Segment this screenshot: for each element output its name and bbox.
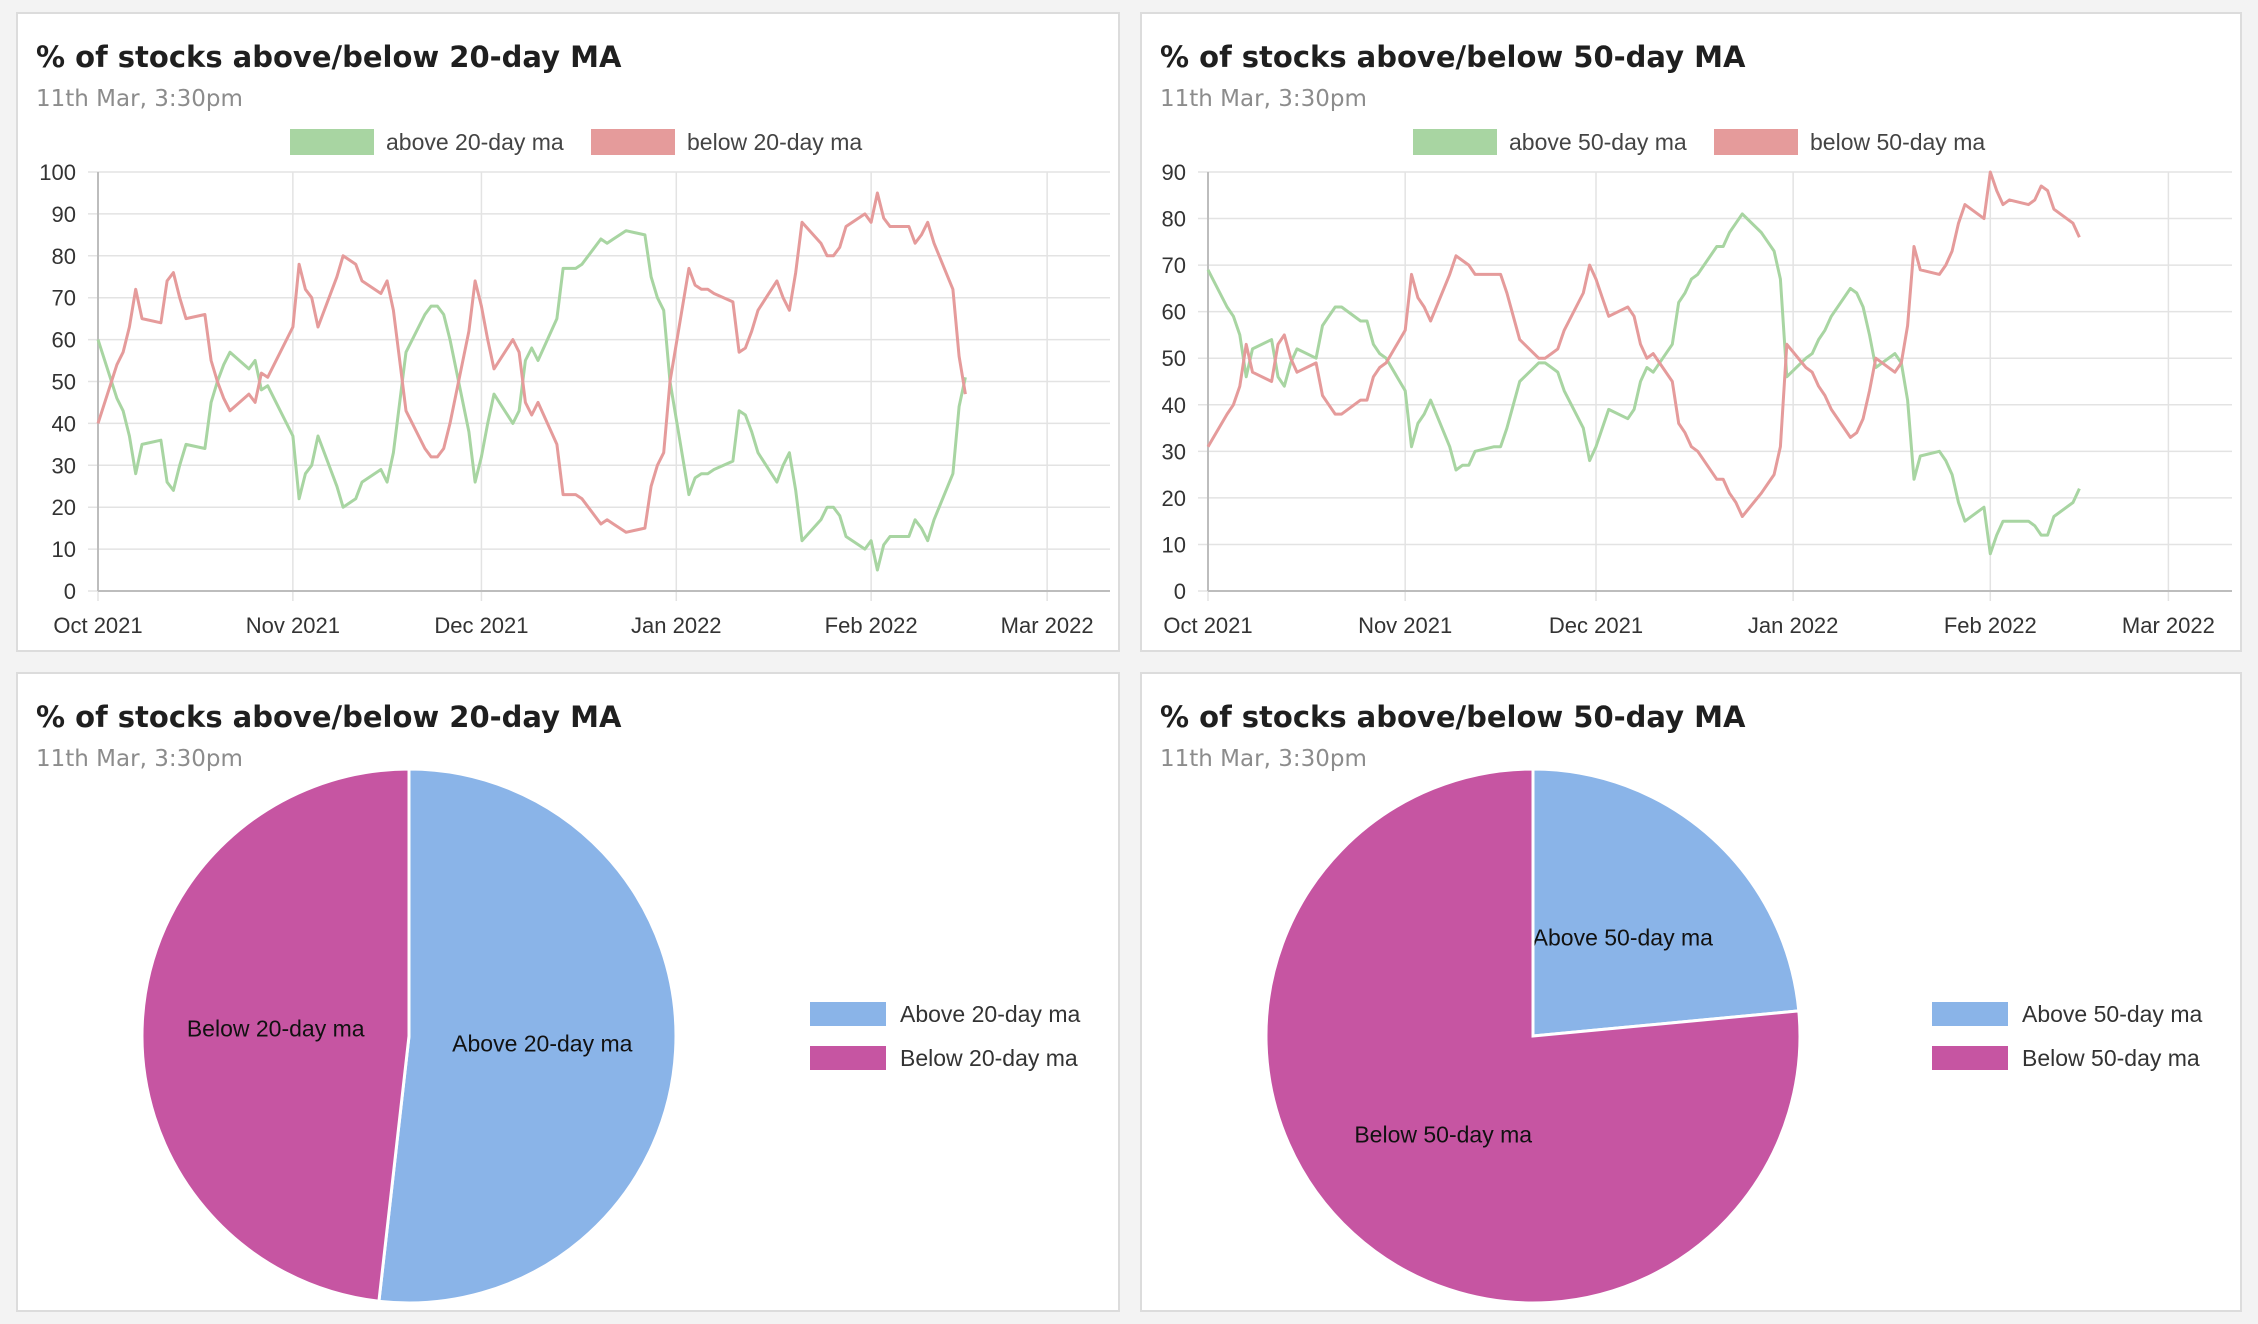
legend-label: below 20-day ma <box>687 129 862 155</box>
y-tick-label: 0 <box>1174 579 1186 604</box>
series-line-below <box>1206 170 2081 518</box>
x-tick-label: Oct 2021 <box>1163 613 1252 638</box>
y-tick-label: 30 <box>1162 439 1186 464</box>
pie-slice-above <box>377 767 678 1305</box>
y-tick-label: 0 <box>64 579 76 604</box>
x-tick-label: Dec 2021 <box>434 613 528 638</box>
y-tick-label: 70 <box>52 286 76 311</box>
y-tick-label: 80 <box>52 244 76 269</box>
legend-label: Below 50-day ma <box>2022 1045 2200 1071</box>
card-title: % of stocks above/below 20-day MA <box>36 40 622 74</box>
y-tick-label: 90 <box>1162 160 1186 185</box>
pie-slice-label: Below 20-day ma <box>187 1016 365 1042</box>
y-tick-label: 30 <box>52 453 76 478</box>
y-tick-label: 70 <box>1162 253 1186 278</box>
y-tick-label: 20 <box>52 495 76 520</box>
legend-swatch <box>591 129 675 155</box>
y-tick-label: 40 <box>52 411 76 436</box>
pie-slice-below <box>140 767 411 1303</box>
y-tick-label: 100 <box>39 160 76 185</box>
y-tick-label: 40 <box>1162 393 1186 418</box>
pie-slice-label: Above 20-day ma <box>452 1031 632 1057</box>
legend-label: Above 20-day ma <box>900 1001 1080 1027</box>
x-tick-label: Mar 2022 <box>1001 613 1094 638</box>
y-tick-label: 10 <box>1162 532 1186 557</box>
pie-slice-below <box>1264 767 1802 1305</box>
legend-swatch <box>1714 129 1798 155</box>
legend-label: below 50-day ma <box>1810 129 1985 155</box>
chart-card-20day-line: % of stocks above/below 20-day MA 11th M… <box>16 12 1120 652</box>
card-title: % of stocks above/below 50-day MA <box>1160 40 1746 74</box>
y-tick-label: 60 <box>1162 300 1186 325</box>
x-tick-label: Oct 2021 <box>53 613 142 638</box>
pie-chart-50day: Above 50-day ma Below 50-day ma Above 50-d… <box>1264 767 2202 1305</box>
chart-card-50day-pie: % of stocks above/below 50-day MA 11th M… <box>1140 672 2242 1312</box>
y-tick-label: 80 <box>1162 207 1186 232</box>
pie-slice-label: Below 50-day ma <box>1354 1122 1532 1148</box>
legend-label: Above 50-day ma <box>2022 1001 2202 1027</box>
y-tick-label: 20 <box>1162 486 1186 511</box>
card-title: % of stocks above/below 20-day MA <box>36 700 622 734</box>
line-chart-20day: above 20-day ma below 20-day ma 0 10 20 30 40 5… <box>39 129 1110 638</box>
x-tick-label: Nov 2021 <box>246 613 340 638</box>
card-timestamp: 11th Mar, 3:30pm <box>1160 746 1367 772</box>
line-chart-50day: above 50-day ma below 50-day ma 0 10 20 30 40 5… <box>1162 129 2232 638</box>
series-line-below <box>96 191 967 534</box>
card-timestamp: 11th Mar, 3:30pm <box>1160 86 1367 112</box>
legend-swatch <box>1413 129 1497 155</box>
x-tick-label: Feb 2022 <box>825 613 918 638</box>
card-title: % of stocks above/below 50-day MA <box>1160 700 1746 734</box>
series-line-above <box>96 229 967 572</box>
pie-slice-label: Above 50-day ma <box>1533 924 1713 950</box>
legend-swatch <box>1932 1046 2008 1070</box>
legend-label: above 50-day ma <box>1509 129 1687 155</box>
x-tick-label: Jan 2022 <box>631 613 722 638</box>
legend-swatch <box>810 1002 886 1026</box>
legend-swatch <box>810 1046 886 1070</box>
y-tick-label: 50 <box>52 370 76 395</box>
legend-swatch <box>1932 1002 2008 1026</box>
chart-card-20day-pie: % of stocks above/below 20-day MA 11th M… <box>16 672 1120 1312</box>
x-tick-label: Jan 2022 <box>1748 613 1839 638</box>
x-tick-label: Dec 2021 <box>1549 613 1643 638</box>
legend-swatch <box>290 129 374 155</box>
chart-card-50day-line: % of stocks above/below 50-day MA 11th M… <box>1140 12 2242 652</box>
series-line-above <box>1206 212 2081 556</box>
legend-label: above 20-day ma <box>386 129 564 155</box>
y-tick-label: 50 <box>1162 346 1186 371</box>
y-tick-label: 10 <box>52 537 76 562</box>
legend-label: Below 20-day ma <box>900 1045 1078 1071</box>
card-timestamp: 11th Mar, 3:30pm <box>36 746 243 772</box>
x-tick-label: Feb 2022 <box>1944 613 2037 638</box>
pie-chart-20day: Above 20-day ma Below 20-day ma Above 20-d… <box>140 767 1080 1305</box>
x-tick-label: Nov 2021 <box>1358 613 1452 638</box>
y-tick-label: 60 <box>52 328 76 353</box>
y-tick-label: 90 <box>52 202 76 227</box>
pie-slice-above <box>1531 767 1801 1038</box>
x-tick-label: Mar 2022 <box>2122 613 2215 638</box>
card-timestamp: 11th Mar, 3:30pm <box>36 86 243 112</box>
